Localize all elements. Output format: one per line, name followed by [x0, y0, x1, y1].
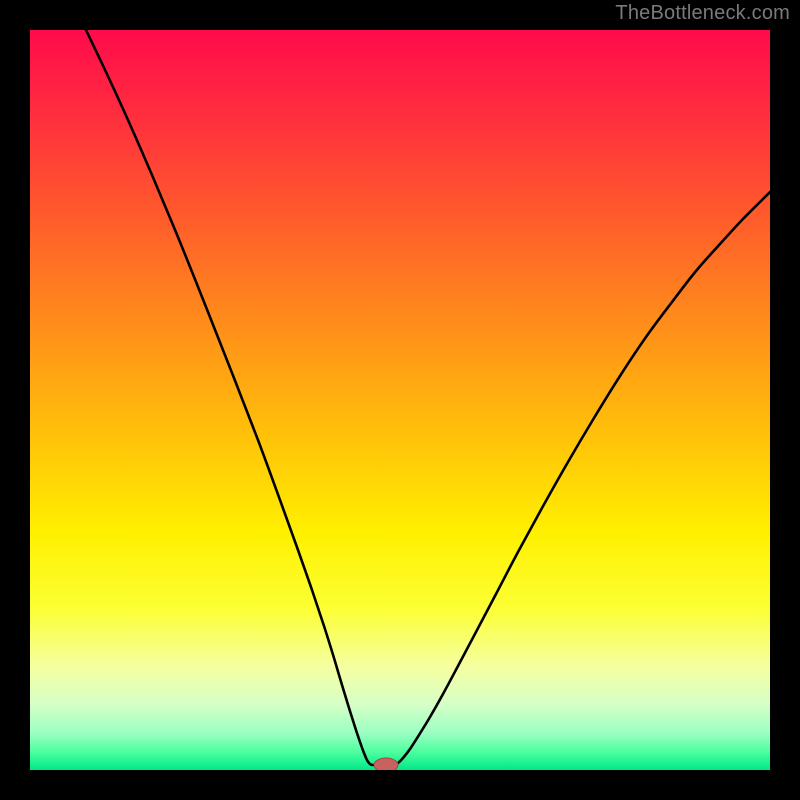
- chart-frame: TheBottleneck.com: [0, 0, 800, 800]
- bottleneck-marker: [374, 758, 398, 770]
- gradient-background: [30, 30, 770, 770]
- chart-plot: [30, 30, 770, 770]
- watermark-text: TheBottleneck.com: [615, 2, 790, 25]
